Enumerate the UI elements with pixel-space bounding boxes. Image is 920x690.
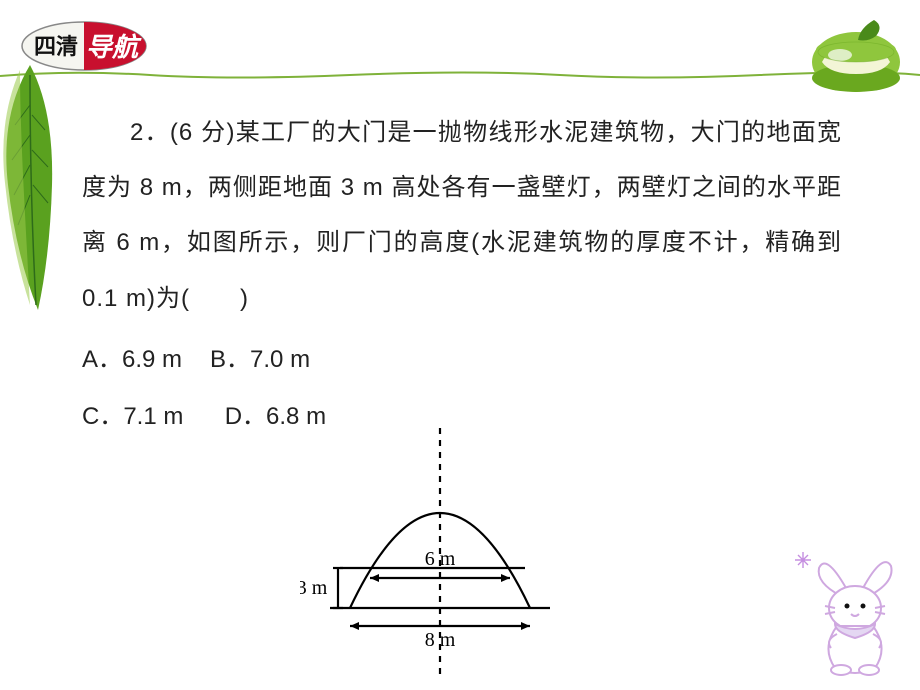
svg-text:8 m: 8 m	[425, 629, 456, 651]
option-d: D．6.8 m	[225, 403, 326, 430]
question-number: 2	[130, 119, 144, 146]
question-body: 某工厂的大门是一抛物线形水泥建筑物，大门的地面宽度为 8 m，两侧距地面 3 m…	[82, 119, 842, 312]
leaf-decoration	[0, 55, 70, 315]
apple-decoration	[800, 0, 910, 95]
slide-page: 四清 导航 2．(6 分)某工厂的大门是一抛物线形水泥建筑物，大门的地面宽度为 …	[0, 0, 920, 690]
svg-text:导航: 导航	[86, 32, 142, 62]
option-c: C．7.1 m	[82, 403, 183, 430]
question-text: 2．(6 分)某工厂的大门是一抛物线形水泥建筑物，大门的地面宽度为 8 m，两侧…	[82, 105, 842, 326]
parabola-diagram: 3 m 6 m 8 m	[300, 428, 580, 678]
option-b: B．7.0 m	[210, 346, 310, 373]
bunny-decoration	[791, 548, 906, 678]
question-block: 2．(6 分)某工厂的大门是一抛物线形水泥建筑物，大门的地面宽度为 8 m，两侧…	[82, 105, 842, 447]
svg-text:6 m: 6 m	[425, 548, 456, 570]
question-points: (6 分)	[170, 119, 236, 146]
svg-text:3 m: 3 m	[300, 577, 328, 599]
options: A．6.9 m B．7.0 m C．7.1 m D．6.8 m	[82, 334, 842, 444]
option-a: A．6.9 m	[82, 346, 182, 373]
